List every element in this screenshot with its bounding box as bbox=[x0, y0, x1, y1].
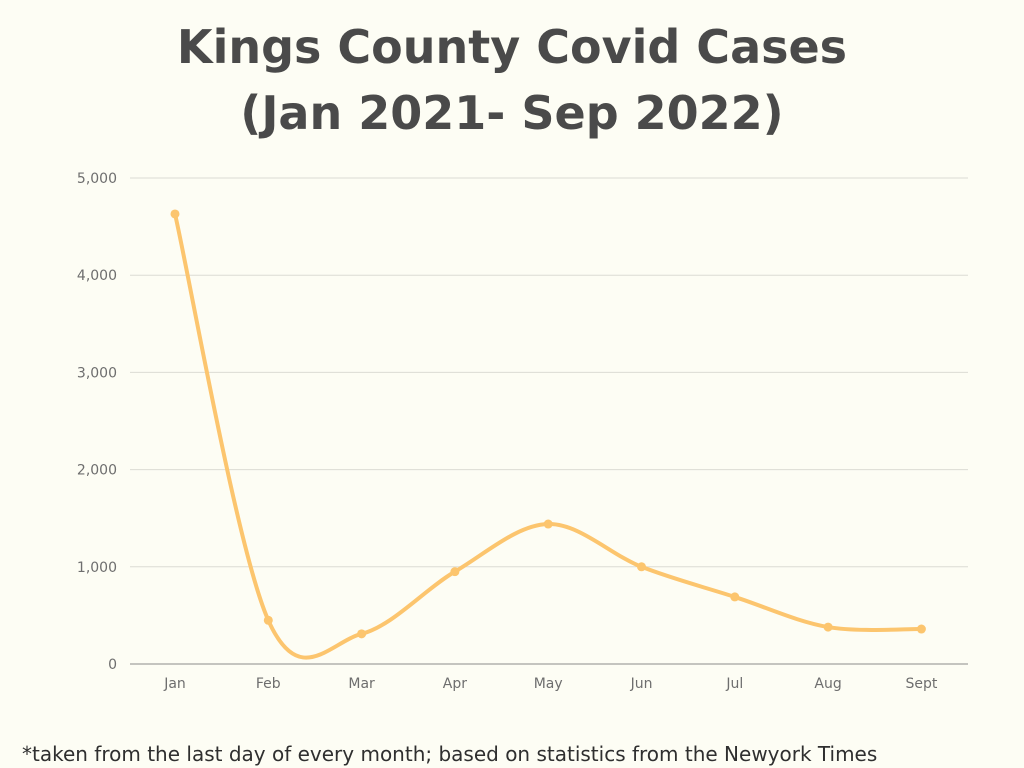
x-tick-label: Sept bbox=[905, 676, 937, 692]
x-tick-label: Jun bbox=[630, 676, 653, 692]
y-tick-label: 0 bbox=[108, 657, 117, 673]
x-tick-label: Jul bbox=[725, 676, 743, 692]
chart-title-line-1: Kings County Covid Cases bbox=[176, 20, 848, 74]
data-point bbox=[170, 209, 180, 219]
y-tick-label: 3,000 bbox=[77, 365, 117, 381]
x-tick-label: Aug bbox=[814, 676, 841, 692]
data-point bbox=[637, 562, 646, 572]
series-line bbox=[173, 211, 924, 660]
y-axis-tick-labels: 0 1,000 2,000 3,000 4,000 5,000 bbox=[77, 171, 117, 673]
data-point bbox=[357, 629, 367, 639]
x-axis-tick-labels: Jan Feb Mar Apr May Jun Jul Aug Sept bbox=[163, 676, 938, 692]
data-point bbox=[543, 519, 553, 529]
data-point bbox=[263, 615, 273, 625]
x-tick-label: May bbox=[534, 676, 563, 692]
data-markers bbox=[170, 209, 926, 639]
x-tick-label: Apr bbox=[443, 676, 467, 692]
footnote: *taken from the last day of every month;… bbox=[22, 742, 878, 766]
data-point bbox=[823, 622, 833, 632]
series-line-group bbox=[173, 211, 924, 660]
gridlines bbox=[130, 177, 968, 665]
y-tick-label: 4,000 bbox=[77, 268, 117, 284]
x-tick-label: Feb bbox=[256, 676, 281, 692]
chart-title: Kings County Covid Cases (Jan 2021- Sep … bbox=[0, 14, 1024, 146]
x-tick-label: Jan bbox=[163, 676, 186, 692]
y-tick-label: 5,000 bbox=[77, 171, 117, 187]
y-tick-label: 1,000 bbox=[77, 560, 117, 576]
data-point bbox=[730, 592, 740, 602]
data-point bbox=[916, 624, 926, 634]
y-tick-label: 2,000 bbox=[77, 463, 117, 479]
x-tick-label: Mar bbox=[348, 676, 375, 692]
data-point bbox=[450, 567, 460, 577]
chart-title-line-2: (Jan 2021- Sep 2022) bbox=[240, 86, 784, 140]
